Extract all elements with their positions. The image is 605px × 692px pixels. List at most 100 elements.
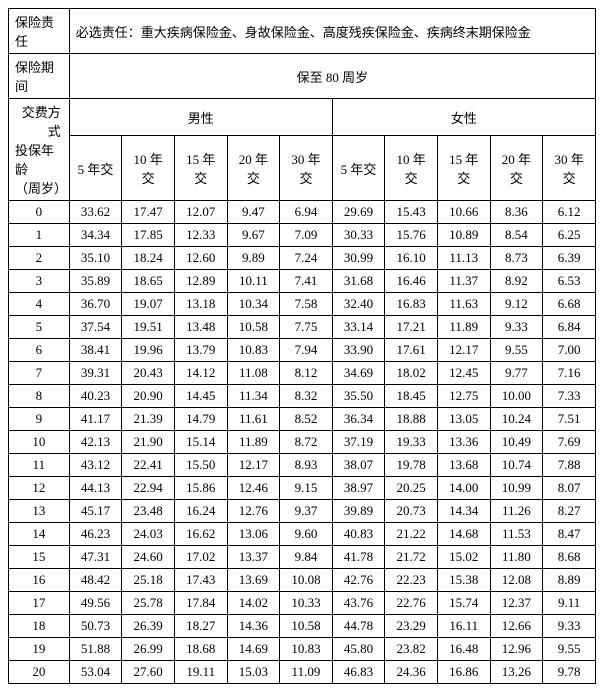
value-cell: 20.73 [385,500,438,523]
table-row: 1850.7326.3918.2714.3610.5844.7823.2916.… [9,615,596,638]
value-cell: 17.84 [174,592,227,615]
value-cell: 7.24 [280,247,333,270]
value-cell: 9.33 [543,615,596,638]
value-cell: 21.22 [385,523,438,546]
value-cell: 20.43 [122,362,175,385]
value-cell: 14.69 [227,638,280,661]
table-row: 840.2320.9014.4511.348.3235.5018.4512.75… [9,385,596,408]
value-cell: 13.05 [437,408,490,431]
age-cell: 8 [9,385,70,408]
value-cell: 7.16 [543,362,596,385]
value-cell: 45.17 [69,500,122,523]
value-cell: 6.39 [543,247,596,270]
value-cell: 21.90 [122,431,175,454]
value-cell: 36.70 [69,293,122,316]
value-cell: 18.68 [174,638,227,661]
value-cell: 9.77 [490,362,543,385]
insurance-rate-table: 保险责任 必选责任：重大疾病保险金、身故保险金、高度残疾保险金、疾病终末期保险金… [8,8,596,684]
liability-value: 必选责任：重大疾病保险金、身故保险金、高度残疾保险金、疾病终末期保险金 [69,9,595,54]
value-cell: 8.92 [490,270,543,293]
value-cell: 36.34 [332,408,385,431]
table-row: 1042.1321.9015.1411.898.7237.1919.3313.3… [9,431,596,454]
age-cell: 16 [9,569,70,592]
value-cell: 40.83 [332,523,385,546]
value-cell: 9.60 [280,523,333,546]
value-cell: 26.99 [122,638,175,661]
age-cell: 14 [9,523,70,546]
age-cell: 0 [9,201,70,224]
value-cell: 23.82 [385,638,438,661]
value-cell: 42.13 [69,431,122,454]
value-cell: 25.78 [122,592,175,615]
value-cell: 38.41 [69,339,122,362]
value-cell: 10.89 [437,224,490,247]
value-cell: 14.68 [437,523,490,546]
value-cell: 10.33 [280,592,333,615]
age-cell: 11 [9,454,70,477]
value-cell: 12.08 [490,569,543,592]
value-cell: 42.76 [332,569,385,592]
value-cell: 18.88 [385,408,438,431]
value-cell: 18.02 [385,362,438,385]
value-cell: 6.53 [543,270,596,293]
value-cell: 17.02 [174,546,227,569]
value-cell: 17.85 [122,224,175,247]
value-cell: 15.03 [227,661,280,684]
value-cell: 12.46 [227,477,280,500]
value-cell: 15.02 [437,546,490,569]
table-row: 537.5419.5113.4810.587.7533.1417.2111.89… [9,316,596,339]
value-cell: 16.24 [174,500,227,523]
value-cell: 7.51 [543,408,596,431]
value-cell: 7.33 [543,385,596,408]
table-row: 941.1721.3914.7911.618.5236.3418.8813.05… [9,408,596,431]
value-cell: 8.89 [543,569,596,592]
value-cell: 10.74 [490,454,543,477]
value-cell: 10.58 [280,615,333,638]
value-cell: 30.99 [332,247,385,270]
value-cell: 10.83 [280,638,333,661]
value-cell: 8.68 [543,546,596,569]
value-cell: 9.12 [490,293,543,316]
value-cell: 12.75 [437,385,490,408]
value-cell: 11.09 [280,661,333,684]
value-cell: 19.33 [385,431,438,454]
value-cell: 17.47 [122,201,175,224]
age-cell: 5 [9,316,70,339]
value-cell: 13.79 [174,339,227,362]
value-cell: 17.43 [174,569,227,592]
value-cell: 22.76 [385,592,438,615]
table-row: 2053.0427.6019.1115.0311.0946.8324.3616.… [9,661,596,684]
value-cell: 13.18 [174,293,227,316]
value-cell: 9.78 [543,661,596,684]
value-cell: 13.68 [437,454,490,477]
value-cell: 43.12 [69,454,122,477]
table-row: 1446.2324.0316.6213.069.6040.8321.2214.6… [9,523,596,546]
table-row: 1951.8826.9918.6814.6910.8345.8023.8216.… [9,638,596,661]
age-cell: 3 [9,270,70,293]
payment-term-header: 30 年 交 [280,136,333,201]
value-cell: 24.03 [122,523,175,546]
table-row: 1143.1222.4115.5012.178.9338.0719.7813.6… [9,454,596,477]
value-cell: 31.68 [332,270,385,293]
value-cell: 12.96 [490,638,543,661]
age-cell: 17 [9,592,70,615]
value-cell: 41.17 [69,408,122,431]
age-cell: 10 [9,431,70,454]
value-cell: 41.78 [332,546,385,569]
payment-term-header: 5 年交 [69,136,122,201]
age-cell: 19 [9,638,70,661]
value-cell: 12.89 [174,270,227,293]
value-cell: 6.68 [543,293,596,316]
value-cell: 44.13 [69,477,122,500]
value-cell: 18.45 [385,385,438,408]
value-cell: 29.69 [332,201,385,224]
age-header: 交费方式 投保年龄 （周岁） [9,99,70,201]
value-cell: 10.11 [227,270,280,293]
value-cell: 34.69 [332,362,385,385]
value-cell: 27.60 [122,661,175,684]
table-row: 1749.5625.7817.8414.0210.3343.7622.7615.… [9,592,596,615]
value-cell: 19.78 [385,454,438,477]
value-cell: 12.37 [490,592,543,615]
value-cell: 12.45 [437,362,490,385]
value-cell: 6.94 [280,201,333,224]
